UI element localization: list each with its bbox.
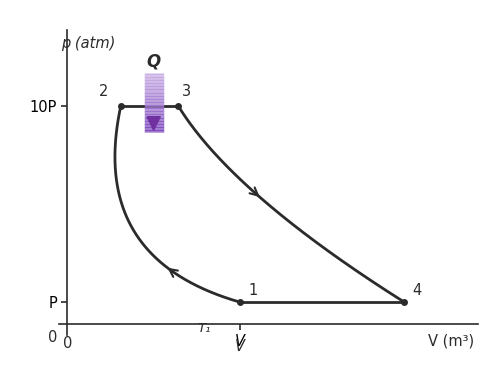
Text: 0: 0 <box>48 330 57 346</box>
Text: 4: 4 <box>413 283 422 298</box>
Text: 2: 2 <box>99 84 108 99</box>
Text: Q: Q <box>146 52 161 70</box>
Text: V: V <box>235 339 245 354</box>
Text: 3: 3 <box>182 84 192 99</box>
Text: p (atm): p (atm) <box>61 36 115 51</box>
Text: 0: 0 <box>63 336 72 351</box>
Text: 1: 1 <box>248 283 257 298</box>
Text: T₁: T₁ <box>198 322 211 335</box>
Text: V (m³): V (m³) <box>428 334 474 349</box>
